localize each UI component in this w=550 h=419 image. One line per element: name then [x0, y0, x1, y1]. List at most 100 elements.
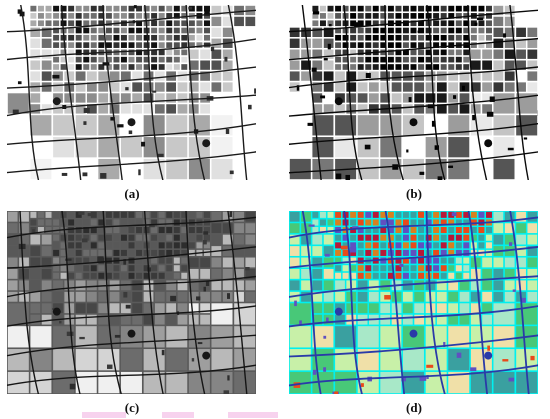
land-parcel [410, 5, 417, 12]
land-parcel [402, 20, 409, 27]
land-parcel [448, 20, 455, 27]
land-parcel [350, 272, 357, 279]
land-parcel [109, 291, 120, 302]
land-parcel [301, 82, 311, 92]
land-parcel [335, 272, 342, 279]
road [102, 211, 123, 394]
land-parcel [357, 303, 368, 314]
land-parcel [380, 42, 387, 48]
land-parcel [90, 272, 97, 279]
land-parcel [365, 219, 372, 226]
land-parcel [463, 265, 470, 272]
land-parcel [440, 257, 447, 264]
land-parcel [60, 211, 67, 218]
land-parcel [90, 211, 97, 218]
land-parcel [410, 20, 417, 27]
land-parcel [425, 93, 436, 103]
land-parcel [368, 280, 379, 291]
land-parcel [368, 93, 379, 103]
land-parcel [211, 349, 233, 371]
land-parcel [45, 13, 52, 19]
land-parcel [335, 265, 342, 272]
land-parcel [372, 13, 379, 19]
land-parcel [113, 42, 120, 48]
land-parcel [166, 234, 173, 241]
land-parcel [86, 303, 97, 314]
land-parcel [289, 234, 300, 245]
land-parcel [7, 223, 18, 234]
land-parcel [493, 16, 504, 27]
land-parcel [166, 227, 173, 234]
land-parcel [154, 93, 165, 103]
land-parcel [470, 49, 481, 59]
land-parcel [433, 265, 440, 272]
land-parcel [418, 242, 425, 249]
land-parcel [448, 211, 455, 218]
land-parcel [136, 56, 143, 63]
pink-highlight-middle [162, 412, 194, 418]
land-parcel [245, 291, 256, 302]
land-parcel [120, 104, 131, 114]
land-parcel [436, 104, 447, 114]
land-parcel [470, 280, 481, 291]
building-speck [530, 355, 535, 361]
land-parcel [181, 64, 188, 70]
land-parcel [245, 211, 256, 222]
land-parcel [365, 249, 372, 256]
land-parcel [234, 158, 256, 180]
land-parcel [75, 115, 97, 136]
land-parcel [41, 291, 52, 302]
land-parcel [60, 13, 67, 19]
land-parcel [158, 272, 165, 279]
land-parcel [448, 265, 455, 272]
land-parcel [211, 115, 233, 136]
land-parcel [196, 20, 203, 27]
land-parcel [211, 49, 222, 59]
land-parcel [37, 211, 44, 218]
land-parcel [136, 64, 143, 70]
land-parcel [173, 219, 180, 226]
land-parcel [350, 64, 357, 70]
land-parcel [173, 27, 180, 34]
land-parcel [53, 82, 63, 92]
land-parcel [7, 93, 29, 114]
land-parcel [204, 13, 210, 19]
land-parcel [53, 371, 75, 394]
land-parcel [19, 211, 29, 222]
road [7, 334, 256, 357]
land-parcel [64, 71, 75, 81]
land-parcel [181, 13, 188, 19]
land-parcel [395, 227, 402, 234]
building-speck [364, 144, 371, 150]
land-parcel [19, 234, 29, 245]
land-parcel [493, 27, 504, 38]
land-parcel [60, 242, 67, 249]
land-parcel [440, 272, 447, 279]
land-parcel [211, 137, 233, 158]
land-parcel [128, 242, 135, 249]
building-speck [128, 130, 133, 135]
land-parcel [387, 49, 394, 56]
land-parcel [45, 227, 52, 234]
land-parcel [105, 56, 112, 63]
land-parcel [105, 34, 112, 41]
land-parcel [440, 242, 447, 249]
land-parcel [289, 38, 300, 48]
land-parcel [60, 265, 67, 272]
land-parcel [196, 234, 203, 241]
land-parcel [188, 27, 195, 34]
junction [52, 307, 61, 316]
land-parcel [448, 303, 459, 314]
land-parcel [350, 13, 357, 19]
land-parcel [136, 34, 143, 41]
building-speck [472, 114, 476, 121]
land-parcel [151, 219, 158, 226]
land-parcel [90, 56, 97, 63]
land-parcel [211, 280, 222, 291]
building-speck [507, 147, 514, 151]
land-parcel [357, 265, 364, 272]
land-parcel [98, 71, 109, 81]
land-parcel [113, 249, 120, 256]
land-parcel [166, 20, 173, 27]
land-parcel [166, 115, 188, 136]
